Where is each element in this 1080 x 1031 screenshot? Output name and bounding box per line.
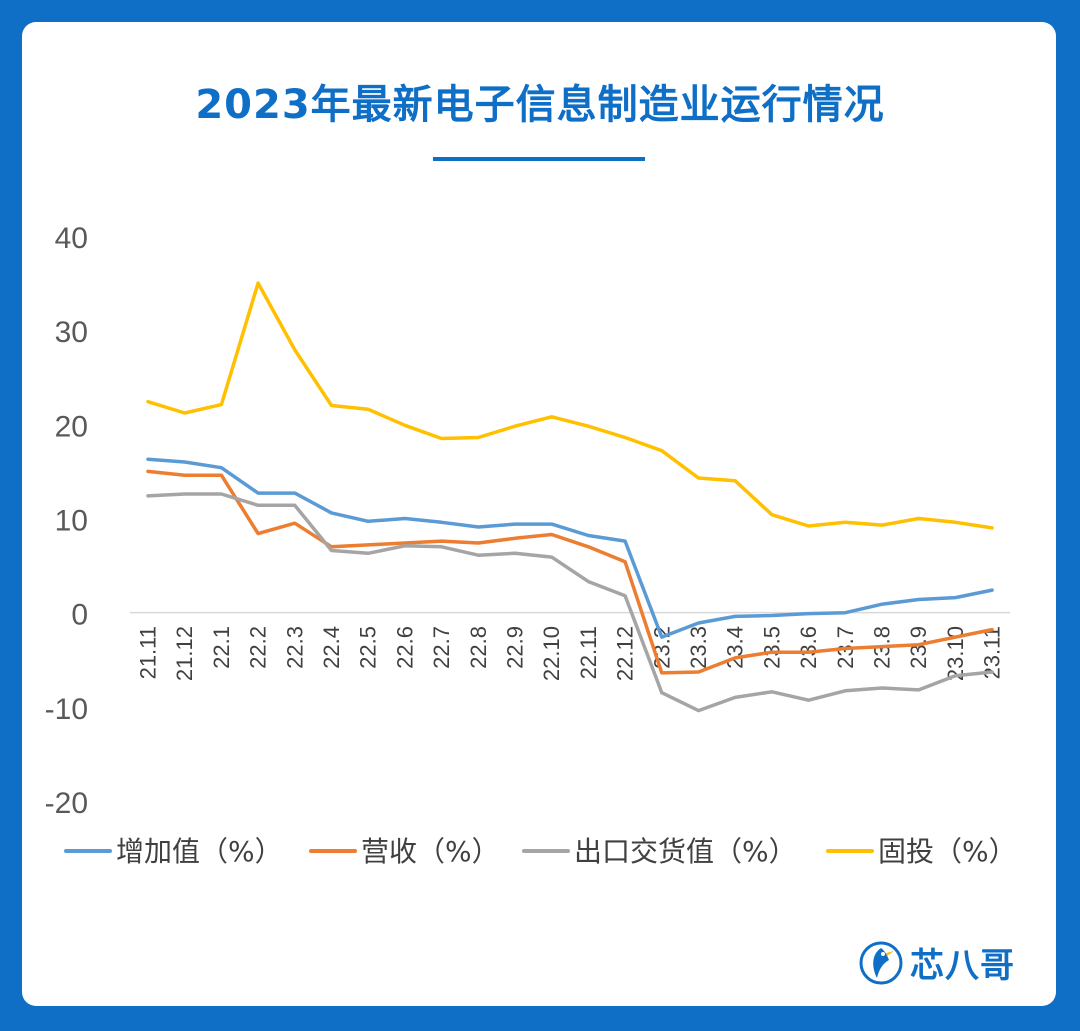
title-underline: [433, 157, 645, 161]
brand-name: 芯八哥: [910, 946, 1015, 986]
y-tick-label: 40: [55, 222, 88, 255]
x-tick-label: 23.3: [686, 626, 711, 669]
y-tick-label: -10: [45, 693, 88, 726]
chart-card: [22, 22, 1056, 1006]
x-tick-label: 22.4: [319, 626, 344, 669]
x-tick-label: 22.2: [246, 626, 271, 669]
series-line-4: [146, 281, 994, 530]
x-tick-label: 22.11: [576, 626, 601, 679]
x-tick-label: 22.10: [539, 626, 564, 681]
x-tick-label: 22.9: [503, 626, 528, 669]
chart-title: 2023年最新电子信息制造业运行情况: [195, 82, 885, 128]
series-line-3: [146, 492, 994, 713]
legend-label: 固投（%）: [878, 835, 1017, 868]
x-tick-label: 22.7: [429, 626, 454, 669]
y-tick-label: 10: [55, 505, 88, 538]
x-tick-label: 22.3: [282, 626, 307, 669]
x-tick-label: 22.5: [356, 626, 381, 669]
y-tick-label: -20: [45, 787, 88, 820]
x-tick-label: 21.12: [172, 626, 197, 681]
legend-label: 增加值（%）: [116, 835, 283, 868]
x-tick-label: 22.6: [392, 626, 417, 669]
series-line-1: [146, 457, 994, 639]
legend-label: 营收（%）: [361, 835, 500, 868]
x-tick-label: 22.12: [613, 626, 638, 681]
y-tick-label: 20: [55, 410, 88, 443]
x-tick-label: 22.8: [466, 626, 491, 669]
series-layer: [146, 281, 994, 713]
bird-icon: [859, 941, 903, 984]
x-tick-label: 23.9: [906, 626, 931, 669]
y-tick-label: 30: [55, 316, 88, 349]
axes-layer: 40 30 20 10 0 -10 -20 21.11 21.12 22.1 22.2 22.3 22.…: [45, 222, 1011, 820]
legend: 增加值（%） 营收（%） 出口交货值（%） 固投（%）: [64, 835, 1017, 868]
x-tick-label: 23.5: [759, 626, 784, 669]
legend-label: 出口交货值（%）: [574, 835, 797, 868]
y-tick-label: 0: [71, 599, 88, 632]
x-tick-label: 23.6: [796, 626, 821, 669]
series-line-2: [146, 469, 994, 675]
x-tick-label: 21.11: [136, 626, 161, 679]
x-tick-label: 22.1: [209, 626, 234, 669]
brand-logo: 芯八哥: [858, 938, 1015, 987]
